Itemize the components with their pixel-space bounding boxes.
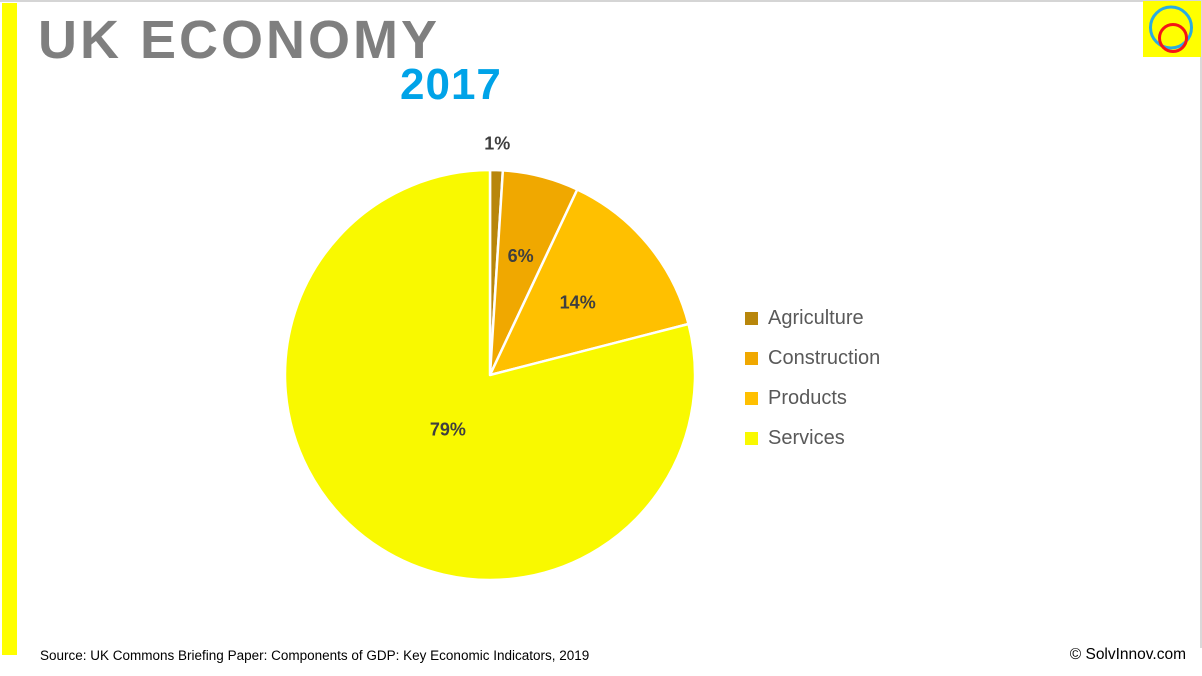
legend-swatch: [745, 391, 758, 405]
pie-label-services: 79%: [430, 419, 466, 439]
solvinnov-logo: [1143, 1, 1201, 57]
source-note: Source: UK Commons Briefing Paper: Compo…: [40, 648, 590, 663]
red-ring-icon: [1158, 23, 1188, 53]
chart-legend: Agriculture Construction Products Services: [745, 298, 880, 458]
right-border: [1200, 0, 1202, 648]
top-border: [0, 0, 1202, 2]
page-title: UK ECONOMY: [38, 10, 441, 70]
accent-bar: [2, 3, 17, 655]
blue-ring-icon: [1149, 5, 1193, 50]
pie-label-agriculture: 1%: [484, 134, 510, 154]
legend-item-products: Products: [745, 378, 880, 418]
legend-swatch: [745, 431, 758, 445]
legend-item-construction: Construction: [745, 338, 880, 378]
pie-slice-services: [283, 168, 697, 582]
legend-label: Services: [768, 426, 845, 449]
legend-label: Construction: [768, 346, 881, 369]
legend-label: Agriculture: [768, 306, 864, 329]
copyright-label: © SolvInnov.com: [1069, 646, 1186, 663]
legend-swatch: [745, 311, 758, 325]
legend-item-services: Services: [745, 418, 880, 458]
legend-label: Products: [768, 386, 847, 409]
pie-label-products: 14%: [560, 293, 596, 313]
year-label: 2017: [400, 60, 502, 109]
legend-item-agriculture: Agriculture: [745, 298, 880, 338]
pie-label-construction: 6%: [508, 246, 534, 266]
legend-swatch: [745, 351, 758, 365]
pie-slice-products: [488, 188, 690, 377]
